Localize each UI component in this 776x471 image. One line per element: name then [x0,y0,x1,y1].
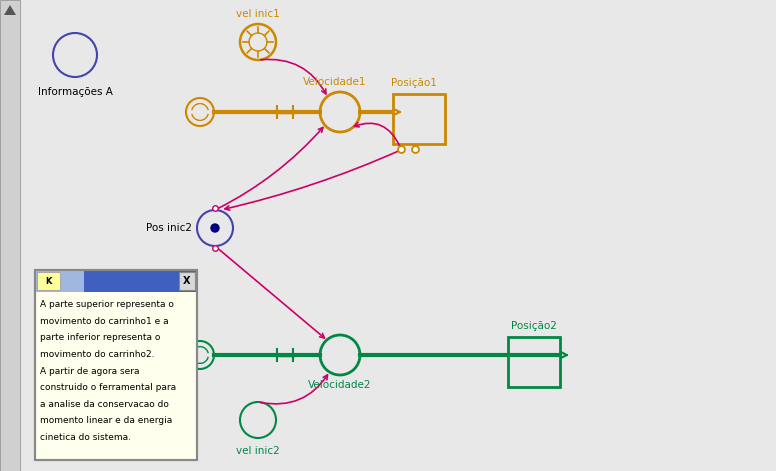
Text: Velocidade1: Velocidade1 [303,77,367,87]
Bar [508,337,560,387]
Text: Velocidade2: Velocidade2 [308,380,372,390]
Text: momento linear e da energia: momento linear e da energia [40,416,172,425]
Bar [37,272,61,290]
Text: A parte superior representa o: A parte superior representa o [40,300,174,309]
Text: movimento do carrinho1 e a: movimento do carrinho1 e a [40,317,168,325]
Bar [35,270,84,292]
Text: parte inferior representa o: parte inferior representa o [40,333,161,342]
Text: construido o ferramental para: construido o ferramental para [40,383,176,392]
Bar [0,0,20,471]
Bar [393,94,445,144]
Polygon shape [4,5,16,15]
Text: movimento do carrinho2.: movimento do carrinho2. [40,350,154,359]
Text: Posição2: Posição2 [511,321,557,331]
Text: a analise da conservacao do: a analise da conservacao do [40,400,169,409]
Text: K: K [46,276,52,285]
Text: Informações A: Informações A [37,87,113,97]
Bar [35,270,197,460]
Text: A partir de agora sera: A partir de agora sera [40,366,140,375]
Text: Pos inic2: Pos inic2 [146,223,192,233]
Text: vel inic1: vel inic1 [236,9,280,19]
Bar [35,270,197,460]
Text: Posição1: Posição1 [391,78,437,88]
Text: X: X [183,276,191,286]
Circle shape [211,224,219,232]
Text: vel inic2: vel inic2 [236,446,280,456]
Bar [179,272,195,290]
Bar [35,270,197,292]
Text: cinetica do sistema.: cinetica do sistema. [40,433,131,442]
